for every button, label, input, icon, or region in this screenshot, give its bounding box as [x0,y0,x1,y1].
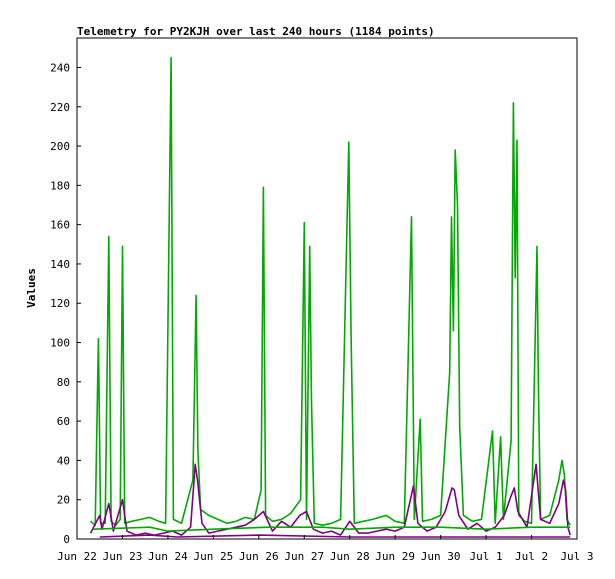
y-tick-label: 20 [57,494,70,507]
x-tick-label: Jun 22 [57,550,97,563]
x-tick-label: Jun 25 [193,550,233,563]
y-tick-label: 140 [50,258,70,271]
axis-layer: 0 20 40 60 80 100 120 140 160 180 200 220 240 Jun 22 J… [50,61,593,563]
x-tick-label: Jul 3 [560,550,593,563]
x-tick-label: Jul 1 [470,550,503,563]
series-line-0 [90,56,571,527]
x-tick-label: Jul 2 [515,550,548,563]
chart-title: Telemetry for PY2KJH over last 240 hours… [77,25,435,38]
x-tick-label: Jun 24 [148,550,188,563]
x-tick-label: Jun 30 [421,550,461,563]
y-axis-title: Values [25,268,38,308]
y-tick-label: 200 [50,140,70,153]
x-tick-label: Jun 27 [284,550,324,563]
x-tick-label: Jun 26 [239,550,279,563]
x-tick-label: Jun 28 [330,550,370,563]
y-tick-label: 160 [50,219,70,232]
y-tick-label: 120 [50,297,70,310]
series-line-2 [92,526,571,532]
y-tick-label: 220 [50,101,70,114]
y-tick-label: 40 [57,454,70,467]
y-tick-label: 180 [50,179,70,192]
y-tick-label: 0 [63,533,70,546]
x-tick-label: Jun 29 [375,550,415,563]
y-tick-label: 100 [50,337,70,350]
y-tick-label: 60 [57,415,70,428]
y-tick-label: 80 [57,376,70,389]
x-tick-label: Jun 23 [103,550,143,563]
y-tick-label: 240 [50,61,70,74]
